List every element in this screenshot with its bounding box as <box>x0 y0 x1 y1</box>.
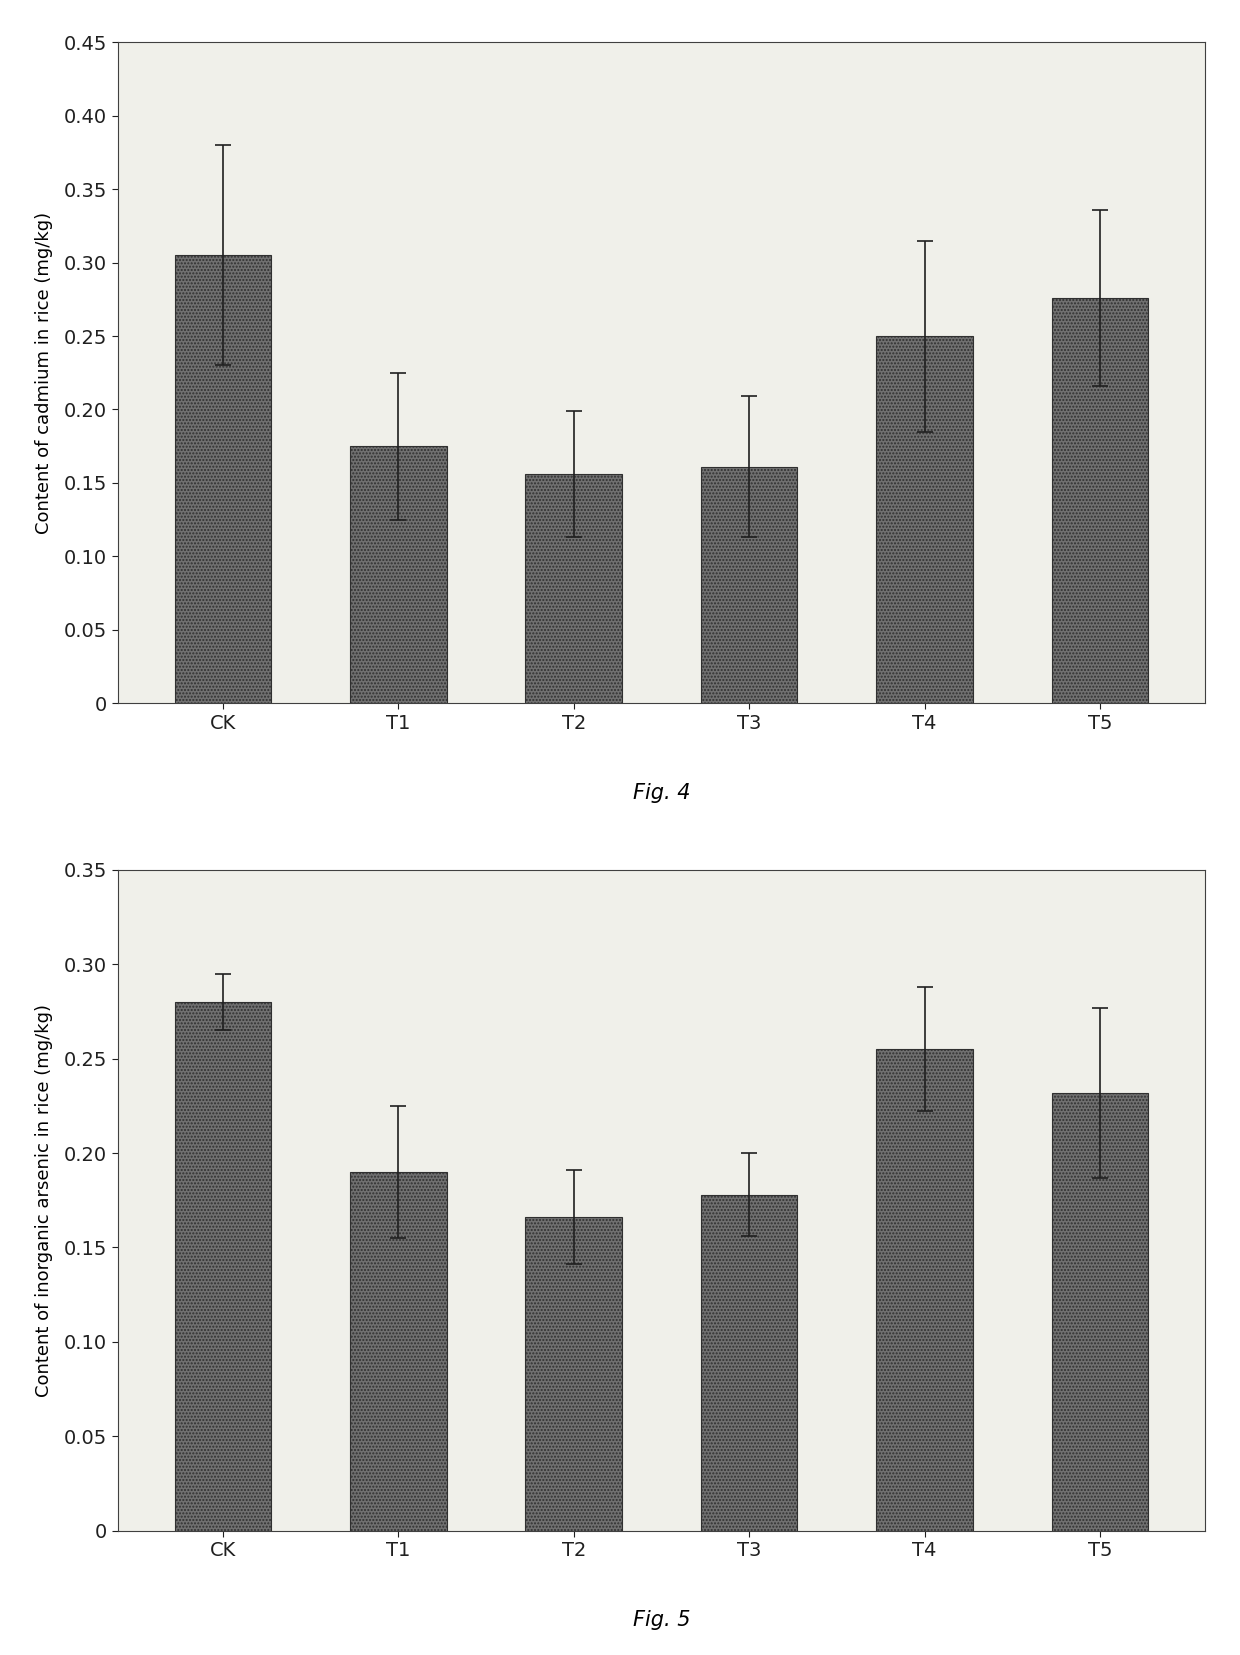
Bar <box>877 1049 973 1531</box>
Text: Fig. 4: Fig. 4 <box>632 783 691 803</box>
Bar <box>1052 298 1148 703</box>
Text: Fig. 5: Fig. 5 <box>632 1610 691 1630</box>
Bar <box>175 255 272 703</box>
Bar <box>526 1216 622 1531</box>
Bar <box>701 1195 797 1531</box>
Bar <box>1052 1092 1148 1531</box>
Bar <box>526 473 622 703</box>
Bar <box>701 467 797 703</box>
Y-axis label: Content of cadmium in rice (mg/kg): Content of cadmium in rice (mg/kg) <box>35 212 53 535</box>
Bar <box>175 1001 272 1531</box>
Bar <box>350 1172 446 1531</box>
Bar <box>350 447 446 703</box>
Y-axis label: Content of inorganic arsenic in rice (mg/kg): Content of inorganic arsenic in rice (mg… <box>35 1003 53 1397</box>
Bar <box>877 336 973 703</box>
